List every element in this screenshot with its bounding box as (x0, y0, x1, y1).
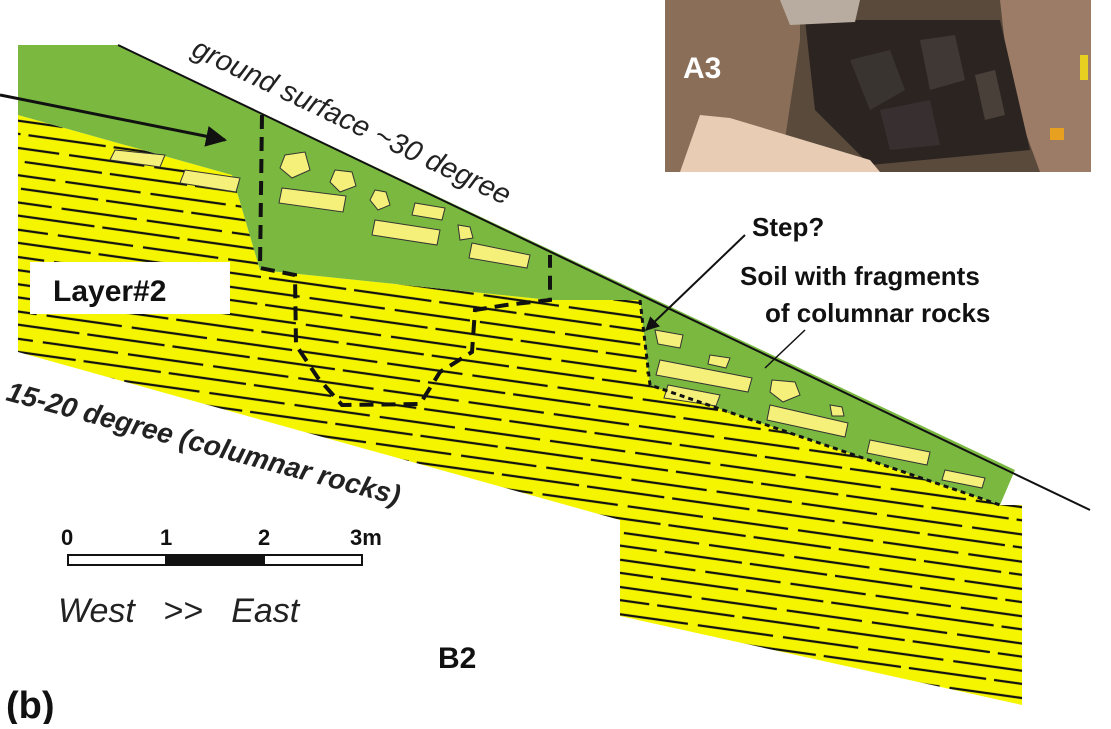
rock-fragment (769, 379, 801, 403)
photo-rock (780, 0, 860, 25)
rock-fragment (468, 242, 531, 269)
scale-tick-1: 1 (160, 525, 172, 550)
rock-fragment (371, 219, 441, 246)
photo-wall (1000, 0, 1091, 172)
step-label: Step? (752, 212, 824, 242)
scale-tick-3: 3m (350, 525, 382, 550)
pointer-arrow-left (0, 93, 228, 147)
rock-fragment (655, 359, 753, 393)
excavation-outline (257, 114, 552, 408)
rock-fragment (109, 149, 166, 168)
rock-fragment (866, 439, 931, 466)
rock-fragment (179, 169, 241, 193)
rock-fragment (457, 224, 474, 241)
layer-label-box (30, 262, 230, 314)
panel-label: (b) (6, 685, 55, 724)
scale-tick-0: 0 (61, 525, 73, 550)
rock-fragment (654, 329, 684, 349)
photo-rock (975, 70, 1005, 120)
rock-fragment (369, 189, 391, 211)
photo-inset: A3 (665, 0, 1091, 172)
rock-fragments (109, 149, 986, 489)
rock-fragment (279, 151, 311, 179)
photo-stone-block (680, 115, 880, 172)
rock-fragment (411, 202, 446, 221)
photo-marker (1080, 55, 1088, 80)
photo-pit (805, 20, 1030, 165)
direction-label: West >> East (58, 592, 301, 630)
rock-fragment (766, 404, 849, 438)
rock-fragment (663, 384, 721, 407)
rock-fragment (707, 354, 731, 369)
soil-label-line2: of columnar rocks (765, 298, 990, 328)
photo-marker (1050, 128, 1064, 140)
rock-fragment (941, 469, 986, 489)
section-label: B2 (438, 642, 476, 675)
photo-label: A3 (683, 52, 721, 85)
step-arrow (644, 234, 746, 331)
layer-label: Layer#2 (53, 275, 166, 308)
soil-label-line1: Soil with fragments (740, 261, 980, 291)
topsoil-layer (18, 45, 1015, 505)
rock-fragment (329, 169, 357, 193)
bedrock-layer (18, 115, 1022, 705)
rock-fragment (278, 187, 347, 213)
photo-rock (880, 100, 940, 150)
soil-leader-line (764, 329, 806, 369)
scale-tick-2: 2 (258, 525, 270, 550)
soil-boundary (638, 299, 1001, 507)
ground-surface-line (117, 44, 1091, 511)
photo-rock (920, 35, 965, 90)
scale-bar: 0 1 2 3m (61, 525, 382, 566)
photo-rock (850, 50, 905, 110)
rock-fragment (829, 404, 845, 417)
